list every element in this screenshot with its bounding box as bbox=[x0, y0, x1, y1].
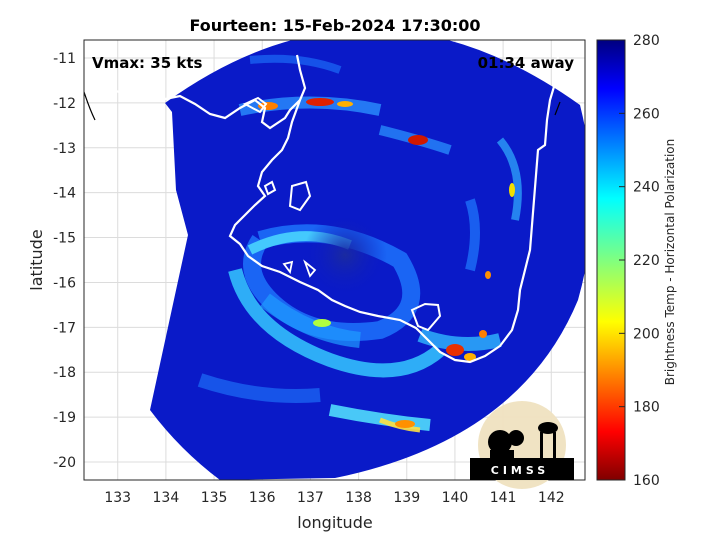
x-tick-label: 138 bbox=[345, 490, 372, 506]
chart-title: Fourteen: 15-Feb-2024 17:30:00 bbox=[189, 16, 480, 35]
colorbar-tick-label: 260 bbox=[633, 106, 660, 122]
y-tick-label: -14 bbox=[53, 186, 76, 202]
colorbar-tick-label: 220 bbox=[633, 253, 660, 269]
swath-image bbox=[84, 40, 585, 480]
y-tick-label: -13 bbox=[53, 141, 76, 157]
x-tick-label: 141 bbox=[490, 490, 517, 506]
y-tick-label: -17 bbox=[53, 320, 76, 336]
colorbar-label: Brightness Temp - Horizontal Polarizatio… bbox=[663, 139, 677, 386]
x-tick-label: 134 bbox=[153, 490, 180, 506]
colorbar-tick-label: 240 bbox=[633, 180, 660, 196]
island-wellesley bbox=[410, 302, 442, 332]
colorbar-tick-label: 280 bbox=[633, 33, 660, 49]
colorbar-tick-label: 160 bbox=[633, 473, 660, 489]
y-tick-label: -20 bbox=[53, 455, 76, 471]
x-tick-label: 142 bbox=[538, 490, 565, 506]
y-tick-label: -12 bbox=[53, 96, 76, 112]
coastline bbox=[84, 40, 581, 364]
axes-frame bbox=[83, 39, 586, 481]
y-tick-label: -11 bbox=[53, 51, 76, 67]
x-axis-label: longitude bbox=[297, 513, 372, 532]
y-tick-label: -18 bbox=[53, 365, 76, 381]
y-tick-label: -19 bbox=[53, 410, 76, 426]
x-tick-label: 139 bbox=[393, 490, 420, 506]
x-tick-label: 135 bbox=[201, 490, 228, 506]
y-tick-label: -15 bbox=[53, 231, 76, 247]
vmax-annotation: Vmax: 35 kts bbox=[92, 54, 202, 72]
x-tick-label: 137 bbox=[297, 490, 324, 506]
x-tick-label: 133 bbox=[104, 490, 131, 506]
colorbar-tick-labels: 280 260 240 220 200 180 160 bbox=[619, 33, 660, 489]
x-tick-label: 136 bbox=[249, 490, 276, 506]
island-groote bbox=[263, 180, 312, 212]
cimss-logo: CIMSS bbox=[470, 401, 574, 489]
y-axis-label: latitude bbox=[27, 229, 46, 290]
x-tick-labels: 133 134 135 136 137 138 139 140 141 142 bbox=[104, 490, 564, 506]
y-tick-labels: -11 -12 -13 -14 -15 -16 -17 -18 -19 -20 bbox=[53, 51, 76, 471]
x-tick-label: 140 bbox=[442, 490, 469, 506]
svg-text:CIMSS: CIMSS bbox=[491, 464, 549, 477]
time-away-annotation: 01:34 away bbox=[478, 54, 575, 72]
colorbar-tick-label: 180 bbox=[633, 400, 660, 416]
y-tick-label: -16 bbox=[53, 275, 76, 291]
colorbar-tick-label: 200 bbox=[633, 326, 660, 342]
